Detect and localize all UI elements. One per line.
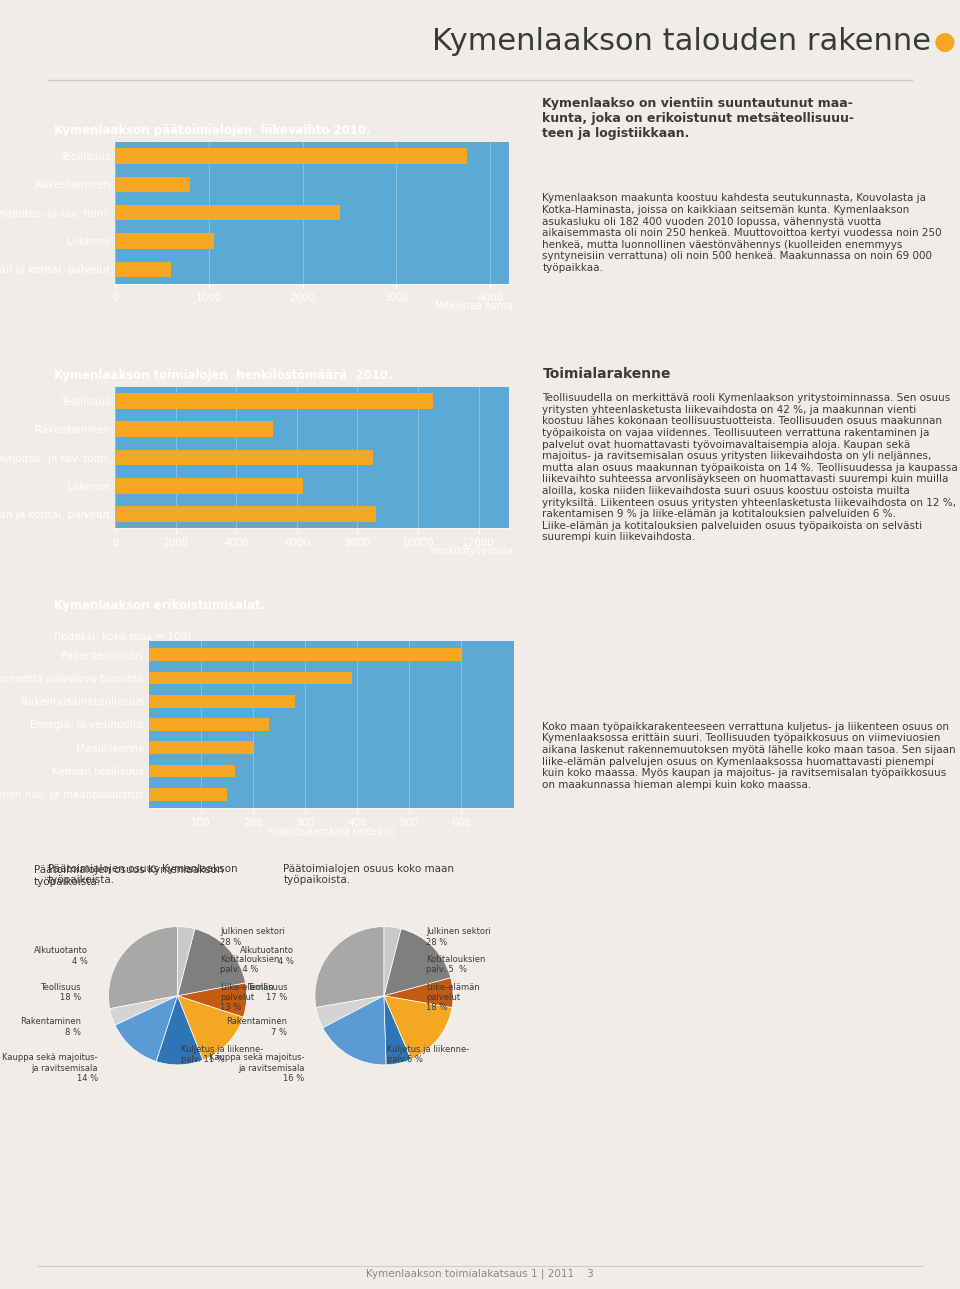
Text: Kotitalouksien
palv. 5  %: Kotitalouksien palv. 5 % [426, 955, 486, 974]
Bar [149, 672, 352, 684]
Bar [115, 262, 172, 277]
Text: (indeksi, koko maa = 100): (indeksi, koko maa = 100) [54, 632, 191, 642]
Wedge shape [109, 996, 178, 1025]
Text: Koko maan työpaikkarakenteeseen verrattuna kuljetus- ja liikenteen osuus on Kyme: Koko maan työpaikkarakenteeseen verrattu… [542, 722, 956, 790]
Text: Kymenlaakson päätoimialojen  liikevaihto 2010.: Kymenlaakson päätoimialojen liikevaihto … [54, 124, 371, 137]
Wedge shape [315, 927, 384, 1008]
Text: Miljoonaa euroa: Miljoonaa euroa [435, 302, 513, 311]
Text: Teollisuus
17 %: Teollisuus 17 % [247, 982, 287, 1002]
Text: Teollisuudella on merkittävä rooli Kymenlaakson yritystoiminnassa. Sen osuus yri: Teollisuudella on merkittävä rooli Kymen… [542, 393, 958, 543]
Text: ●: ● [933, 30, 955, 54]
Wedge shape [178, 996, 243, 1060]
Wedge shape [115, 996, 178, 1061]
Bar [149, 648, 462, 661]
Text: Julkinen sektori
28 %: Julkinen sektori 28 % [426, 927, 492, 946]
Bar [115, 393, 433, 409]
Bar [115, 507, 375, 522]
Bar [149, 695, 295, 708]
Text: Rakentaminen
8 %: Rakentaminen 8 % [20, 1017, 81, 1036]
Bar [149, 741, 253, 754]
Text: Alkutuotanto
4 %: Alkutuotanto 4 % [34, 946, 87, 965]
Text: Kymenlaakson talouden rakenne: Kymenlaakson talouden rakenne [432, 27, 931, 57]
Text: Kauppa sekä majoitus-
ja ravitsemisala
14 %: Kauppa sekä majoitus- ja ravitsemisala 1… [3, 1053, 98, 1083]
Wedge shape [384, 996, 452, 1060]
Bar [115, 148, 467, 164]
Text: Kymenlaakso on vientiin suuntautunut maa-
kunta, joka on erikoistunut metsäteoll: Kymenlaakso on vientiin suuntautunut maa… [542, 97, 854, 139]
Bar [149, 718, 269, 731]
Text: Alkutuotanto
4 %: Alkutuotanto 4 % [240, 946, 294, 965]
Bar [115, 233, 213, 249]
Text: Päätoimialojen osuus koko maan
työpaikoista.: Päätoimialojen osuus koko maan työpaikoi… [283, 864, 454, 886]
Text: Toimialarakenne: Toimialarakenne [542, 367, 671, 382]
Text: Kuljetus ja liikenne-
palv. 11 %: Kuljetus ja liikenne- palv. 11 % [181, 1045, 263, 1065]
Text: Kotitalouksien
palv. 4 %: Kotitalouksien palv. 4 % [220, 955, 279, 974]
Wedge shape [178, 927, 195, 996]
Wedge shape [178, 929, 246, 996]
Bar [115, 177, 190, 192]
Text: Päätoimialojen osuus Kymenlaakson
työpaikoista.: Päätoimialojen osuus Kymenlaakson työpai… [35, 865, 224, 887]
Wedge shape [178, 982, 247, 1017]
Wedge shape [108, 927, 178, 1009]
Text: Kauppa sekä majoitus-
ja ravitsemisala
16 %: Kauppa sekä majoitus- ja ravitsemisala 1… [209, 1053, 304, 1083]
Wedge shape [384, 927, 401, 996]
Wedge shape [384, 977, 453, 1008]
Text: Sijaintisaämäärä (indeksi): Sijaintisaämäärä (indeksi) [268, 828, 395, 837]
Text: Liike-elämän
palvelut
13 %: Liike-elämän palvelut 13 % [220, 982, 274, 1012]
Bar [149, 764, 235, 777]
Wedge shape [384, 996, 411, 1065]
Bar [115, 205, 340, 220]
Text: Teollisuus
18 %: Teollisuus 18 % [40, 982, 81, 1002]
Text: Rakentaminen
7 %: Rakentaminen 7 % [227, 1017, 287, 1036]
Bar [115, 478, 303, 494]
Text: Kymenlaakson toimialojen  henkilöstömäärä  2010.: Kymenlaakson toimialojen henkilöstömäärä… [54, 369, 393, 382]
Text: Kymenlaakson maakunta koostuu kahdesta seutukunnasta, Kouvolasta ja Kotka-Hamina: Kymenlaakson maakunta koostuu kahdesta s… [542, 193, 942, 273]
Wedge shape [384, 929, 450, 996]
Text: Kymenlaakson toimialakatsaus 1 | 2011    3: Kymenlaakson toimialakatsaus 1 | 2011 3 [366, 1268, 594, 1279]
Text: Päätoimialojen osuus Kymenlaakson
työpaikoista.: Päätoimialojen osuus Kymenlaakson työpai… [48, 864, 238, 886]
Bar [115, 422, 273, 437]
Wedge shape [156, 996, 204, 1065]
Text: Kuljetus ja liikenne-
palv.6 %: Kuljetus ja liikenne- palv.6 % [388, 1045, 469, 1065]
Wedge shape [323, 996, 386, 1065]
Text: Henkilötyövuosia: Henkilötyövuosia [429, 547, 513, 556]
Text: Liike-elämän
palvelut
18 %: Liike-elämän palvelut 18 % [426, 982, 480, 1012]
Bar [149, 788, 227, 800]
Text: Julkinen sektori
28 %: Julkinen sektori 28 % [220, 927, 285, 946]
Bar [115, 450, 372, 465]
Wedge shape [316, 996, 384, 1027]
Text: Kymenlaakson erikoistumisalat.: Kymenlaakson erikoistumisalat. [54, 599, 265, 612]
